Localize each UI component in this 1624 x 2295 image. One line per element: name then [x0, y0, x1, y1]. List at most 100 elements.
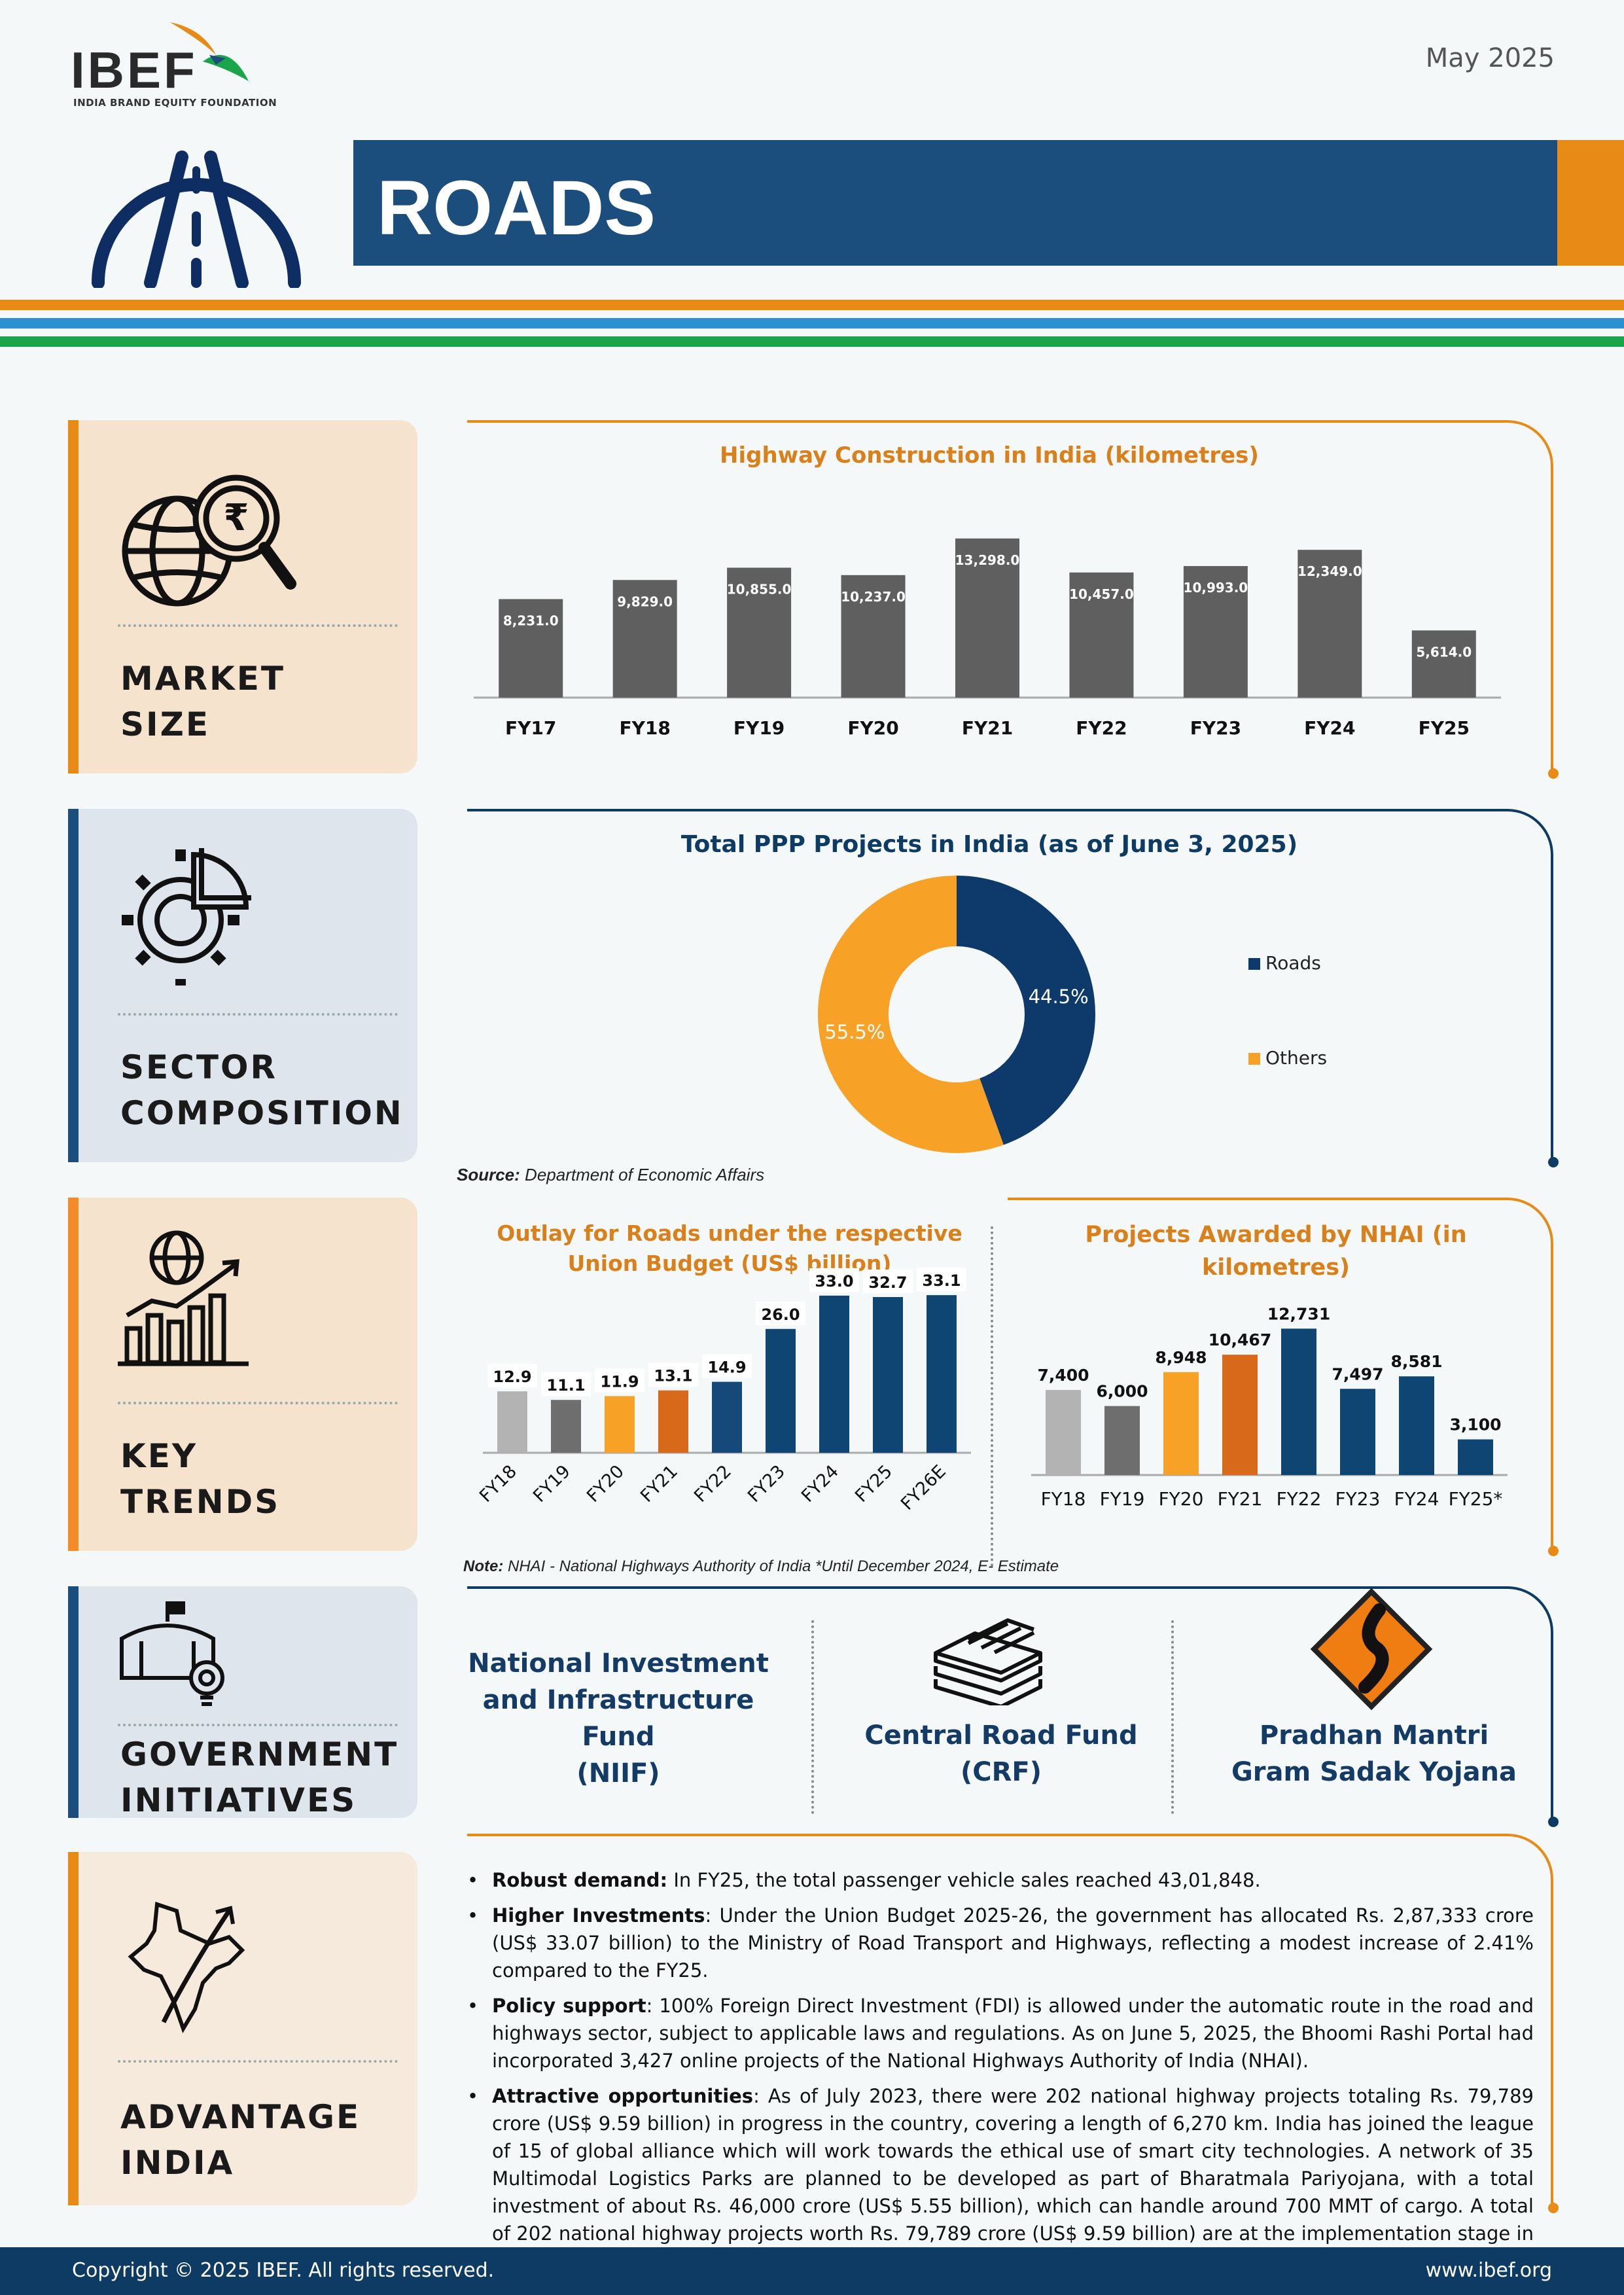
- money-stack-icon: [934, 1618, 1042, 1705]
- frame-dot: [1548, 1546, 1559, 1556]
- blue-stripe: [0, 318, 1624, 329]
- gov-item-pmgsy-line1: Pradhan Mantri: [1259, 1720, 1489, 1751]
- government-initiatives-card: GOVERNMENT INITIATIVES: [68, 1586, 417, 1819]
- key-trends-card: KEY TRENDS: [68, 1198, 417, 1551]
- gov-divider-2: [1171, 1620, 1174, 1814]
- bird-logo-icon: [170, 22, 249, 81]
- bar: [873, 1297, 903, 1453]
- market-size-card: ₹ MARKET SIZE: [68, 420, 417, 774]
- frame-dot: [1548, 1157, 1559, 1167]
- bar-label-bg: [541, 1372, 591, 1397]
- bar: [955, 538, 1019, 698]
- donut-value-label: 55.5%: [824, 1021, 885, 1043]
- bar: [1163, 1372, 1199, 1475]
- bar: [1069, 572, 1134, 698]
- road-sign-icon: [1310, 1588, 1433, 1711]
- category-label: FY25: [1419, 717, 1470, 739]
- legend-others-label: Others: [1265, 1047, 1328, 1069]
- source-text: Department of Economic Affairs: [525, 1165, 765, 1184]
- frame-dot: [1548, 2203, 1559, 2213]
- sector-composition-label-1: SECTOR: [120, 1048, 277, 1086]
- government-initiatives-label-2: INITIATIVES: [120, 1781, 357, 1819]
- advantage-bullet-demand: Robust demand: In FY25, the total passen…: [466, 1866, 1534, 1894]
- bar-value-label: 8,948: [1155, 1348, 1207, 1367]
- gov-item-pmgsy-line2: Gram Sadak Yojana: [1231, 1757, 1517, 1787]
- globe-magnifier-rupee-icon: ₹: [122, 474, 296, 607]
- gov-item-niif-line3: (NIIF): [576, 1758, 660, 1788]
- category-label: FY18: [619, 717, 670, 739]
- category-label: FY22: [690, 1461, 735, 1506]
- legend-roads: Roads: [1248, 952, 1321, 974]
- bar-value-label: 33.1: [922, 1272, 961, 1290]
- bar-value-label: 10,467: [1209, 1330, 1271, 1349]
- orange-stripe: [0, 300, 1624, 310]
- source-label: Source:: [457, 1165, 520, 1184]
- bar: [612, 580, 677, 698]
- bar: [1046, 1389, 1081, 1475]
- bar: [766, 1328, 796, 1453]
- advantage-india-card: ADVANTAGE INDIA: [68, 1852, 417, 2205]
- market-size-frame: [467, 420, 1553, 774]
- donut-value-label: 44.5%: [1029, 986, 1089, 1008]
- category-label: FY19: [1100, 1488, 1145, 1510]
- bar-value-label: 7,497: [1332, 1364, 1383, 1383]
- category-label: FY22: [1277, 1488, 1322, 1510]
- bar-label-bg: [809, 1268, 859, 1292]
- nhai-chart: 7,400 FY18 6,000 FY19 8,948 FY20 10,467 FY21 12,…: [1031, 1304, 1508, 1510]
- category-label: FY26E: [897, 1461, 950, 1514]
- gov-item-crf: Central Road Fund (CRF): [831, 1717, 1171, 1790]
- website-link[interactable]: www.ibef.org: [1425, 2259, 1552, 2282]
- category-label: FY24: [798, 1461, 843, 1506]
- title-accent: [1557, 140, 1624, 266]
- category-label: FY23: [744, 1461, 789, 1506]
- bar-value-label: 7,400: [1037, 1366, 1089, 1385]
- category-label: FY19: [733, 717, 785, 739]
- bullet-bold: Robust demand:: [492, 1869, 668, 1891]
- key-trends-label-1: KEY: [120, 1437, 198, 1475]
- category-label: FY18: [476, 1461, 521, 1506]
- bullet-bold: Policy support: [492, 1995, 646, 2017]
- sector-frame: [467, 809, 1553, 1162]
- advantage-bullet-policy: Policy support: 100% Foreign Direct Inve…: [466, 1992, 1534, 2074]
- advantage-bullet-opportunities: Attractive opportunities: As of July 202…: [466, 2082, 1534, 2275]
- gov-item-crf-line2: (CRF): [960, 1757, 1042, 1787]
- page-title: ROADS: [377, 165, 656, 251]
- highway-chart-title: Highway Construction in India (kilometre…: [720, 442, 1259, 469]
- gov-item-crf-line1: Central Road Fund: [864, 1720, 1138, 1751]
- bar-label-bg: [487, 1364, 537, 1388]
- advantage-bullet-investments: Higher Investments: Under the Union Budg…: [466, 1902, 1534, 1984]
- market-size-label-1: MARKET: [120, 660, 285, 698]
- bar-label-bg: [756, 1301, 805, 1325]
- road-arch-icon: [92, 151, 301, 288]
- donut-slice: [957, 876, 1096, 1145]
- bar: [841, 575, 906, 698]
- note-extra: *Until December 2024, E- Estimate: [815, 1557, 1059, 1575]
- category-label: FY21: [962, 717, 1013, 739]
- bar: [1297, 550, 1362, 698]
- bar: [605, 1396, 635, 1453]
- category-label: FY23: [1190, 717, 1241, 739]
- bar-value-label: 11.9: [600, 1372, 639, 1391]
- bar-label-bg: [648, 1362, 698, 1387]
- bar: [1458, 1439, 1493, 1475]
- bar-value-label: 6,000: [1096, 1382, 1148, 1401]
- bar: [551, 1400, 581, 1453]
- bar-value-label: 12.9: [493, 1368, 531, 1386]
- advantage-india-label-1: ADVANTAGE: [120, 2098, 361, 2136]
- bar-value-label: 11.1: [546, 1376, 585, 1395]
- title-banner: [353, 140, 1557, 266]
- bullet-text: : Under the Union Budget 2025-26, the go…: [492, 1904, 1534, 1982]
- gov-item-niif-line1: National Investment: [468, 1648, 769, 1679]
- government-initiatives-label-1: GOVERNMENT: [120, 1735, 399, 1773]
- bar-value-label: 9,829.0: [617, 594, 673, 609]
- bar-value-label: 8,231.0: [503, 613, 559, 628]
- bar-value-label: 10,993.0: [1184, 580, 1248, 596]
- bar: [658, 1390, 688, 1453]
- government-frame: [467, 1586, 1553, 1822]
- ibef-logo: IBEF: [71, 41, 198, 99]
- footer: [0, 2247, 1624, 2295]
- note-text: NHAI - National Highways Authority of In…: [508, 1557, 811, 1575]
- donut-slice: [818, 876, 1004, 1153]
- bar: [1340, 1389, 1375, 1475]
- bullet-text: : As of July 2023, there were 202 nation…: [492, 2085, 1534, 2272]
